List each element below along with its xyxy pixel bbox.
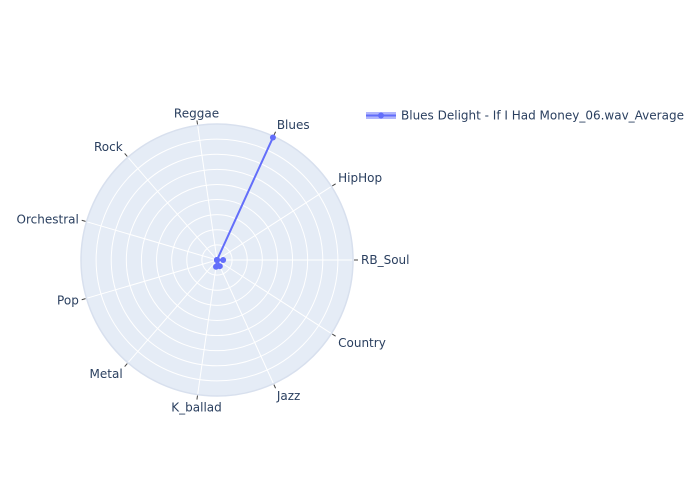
angular-ticks <box>81 120 358 400</box>
angular-tick <box>81 298 86 301</box>
grid-spoke <box>127 156 218 261</box>
angular-tick <box>124 363 128 367</box>
category-label: Metal <box>90 367 123 381</box>
angular-tick <box>273 131 277 136</box>
category-label: K_ballad <box>171 401 221 415</box>
angular-tick <box>331 183 336 187</box>
category-label: Rock <box>94 140 123 154</box>
grid-spoke <box>216 259 274 384</box>
grid-spoke <box>197 125 218 261</box>
angular-tick <box>273 384 277 389</box>
category-label: RB_Soul <box>361 253 409 267</box>
category-label: Reggae <box>174 106 219 120</box>
category-label: Country <box>338 336 386 350</box>
angular-tick <box>81 219 86 222</box>
category-label: Jazz <box>276 389 301 403</box>
category-label: Pop <box>57 294 79 308</box>
data-point-jazz[interactable] <box>216 263 223 270</box>
angular-tick <box>196 120 198 125</box>
grid-spoke <box>86 259 218 299</box>
category-label: Blues <box>277 118 310 132</box>
grid-layer <box>80 123 354 397</box>
angular-tick <box>331 333 336 337</box>
grid-spoke <box>216 186 332 261</box>
legend-swatch-marker <box>378 112 384 119</box>
category-label: Orchestral <box>17 212 79 226</box>
angular-tick <box>124 153 128 157</box>
data-point-country[interactable] <box>214 257 220 263</box>
grid-spoke <box>197 259 218 395</box>
polar-outline <box>80 123 354 397</box>
data-point-blues[interactable] <box>269 134 276 141</box>
category-labels: RB_Soul HipHop Blues Reggae Rock Orchestral Po… <box>17 106 410 414</box>
angular-tick <box>196 395 198 400</box>
series-layer <box>213 134 276 270</box>
legend[interactable]: Blues Delight - If I Had Money_06.wav_Av… <box>366 109 684 123</box>
grid-spoke <box>127 259 218 364</box>
legend-label: Blues Delight - If I Had Money_06.wav_Av… <box>401 109 684 123</box>
grid-spoke <box>86 221 218 261</box>
data-point-rb-soul[interactable] <box>220 257 227 263</box>
category-label: HipHop <box>338 171 382 185</box>
grid-spoke <box>216 259 332 334</box>
